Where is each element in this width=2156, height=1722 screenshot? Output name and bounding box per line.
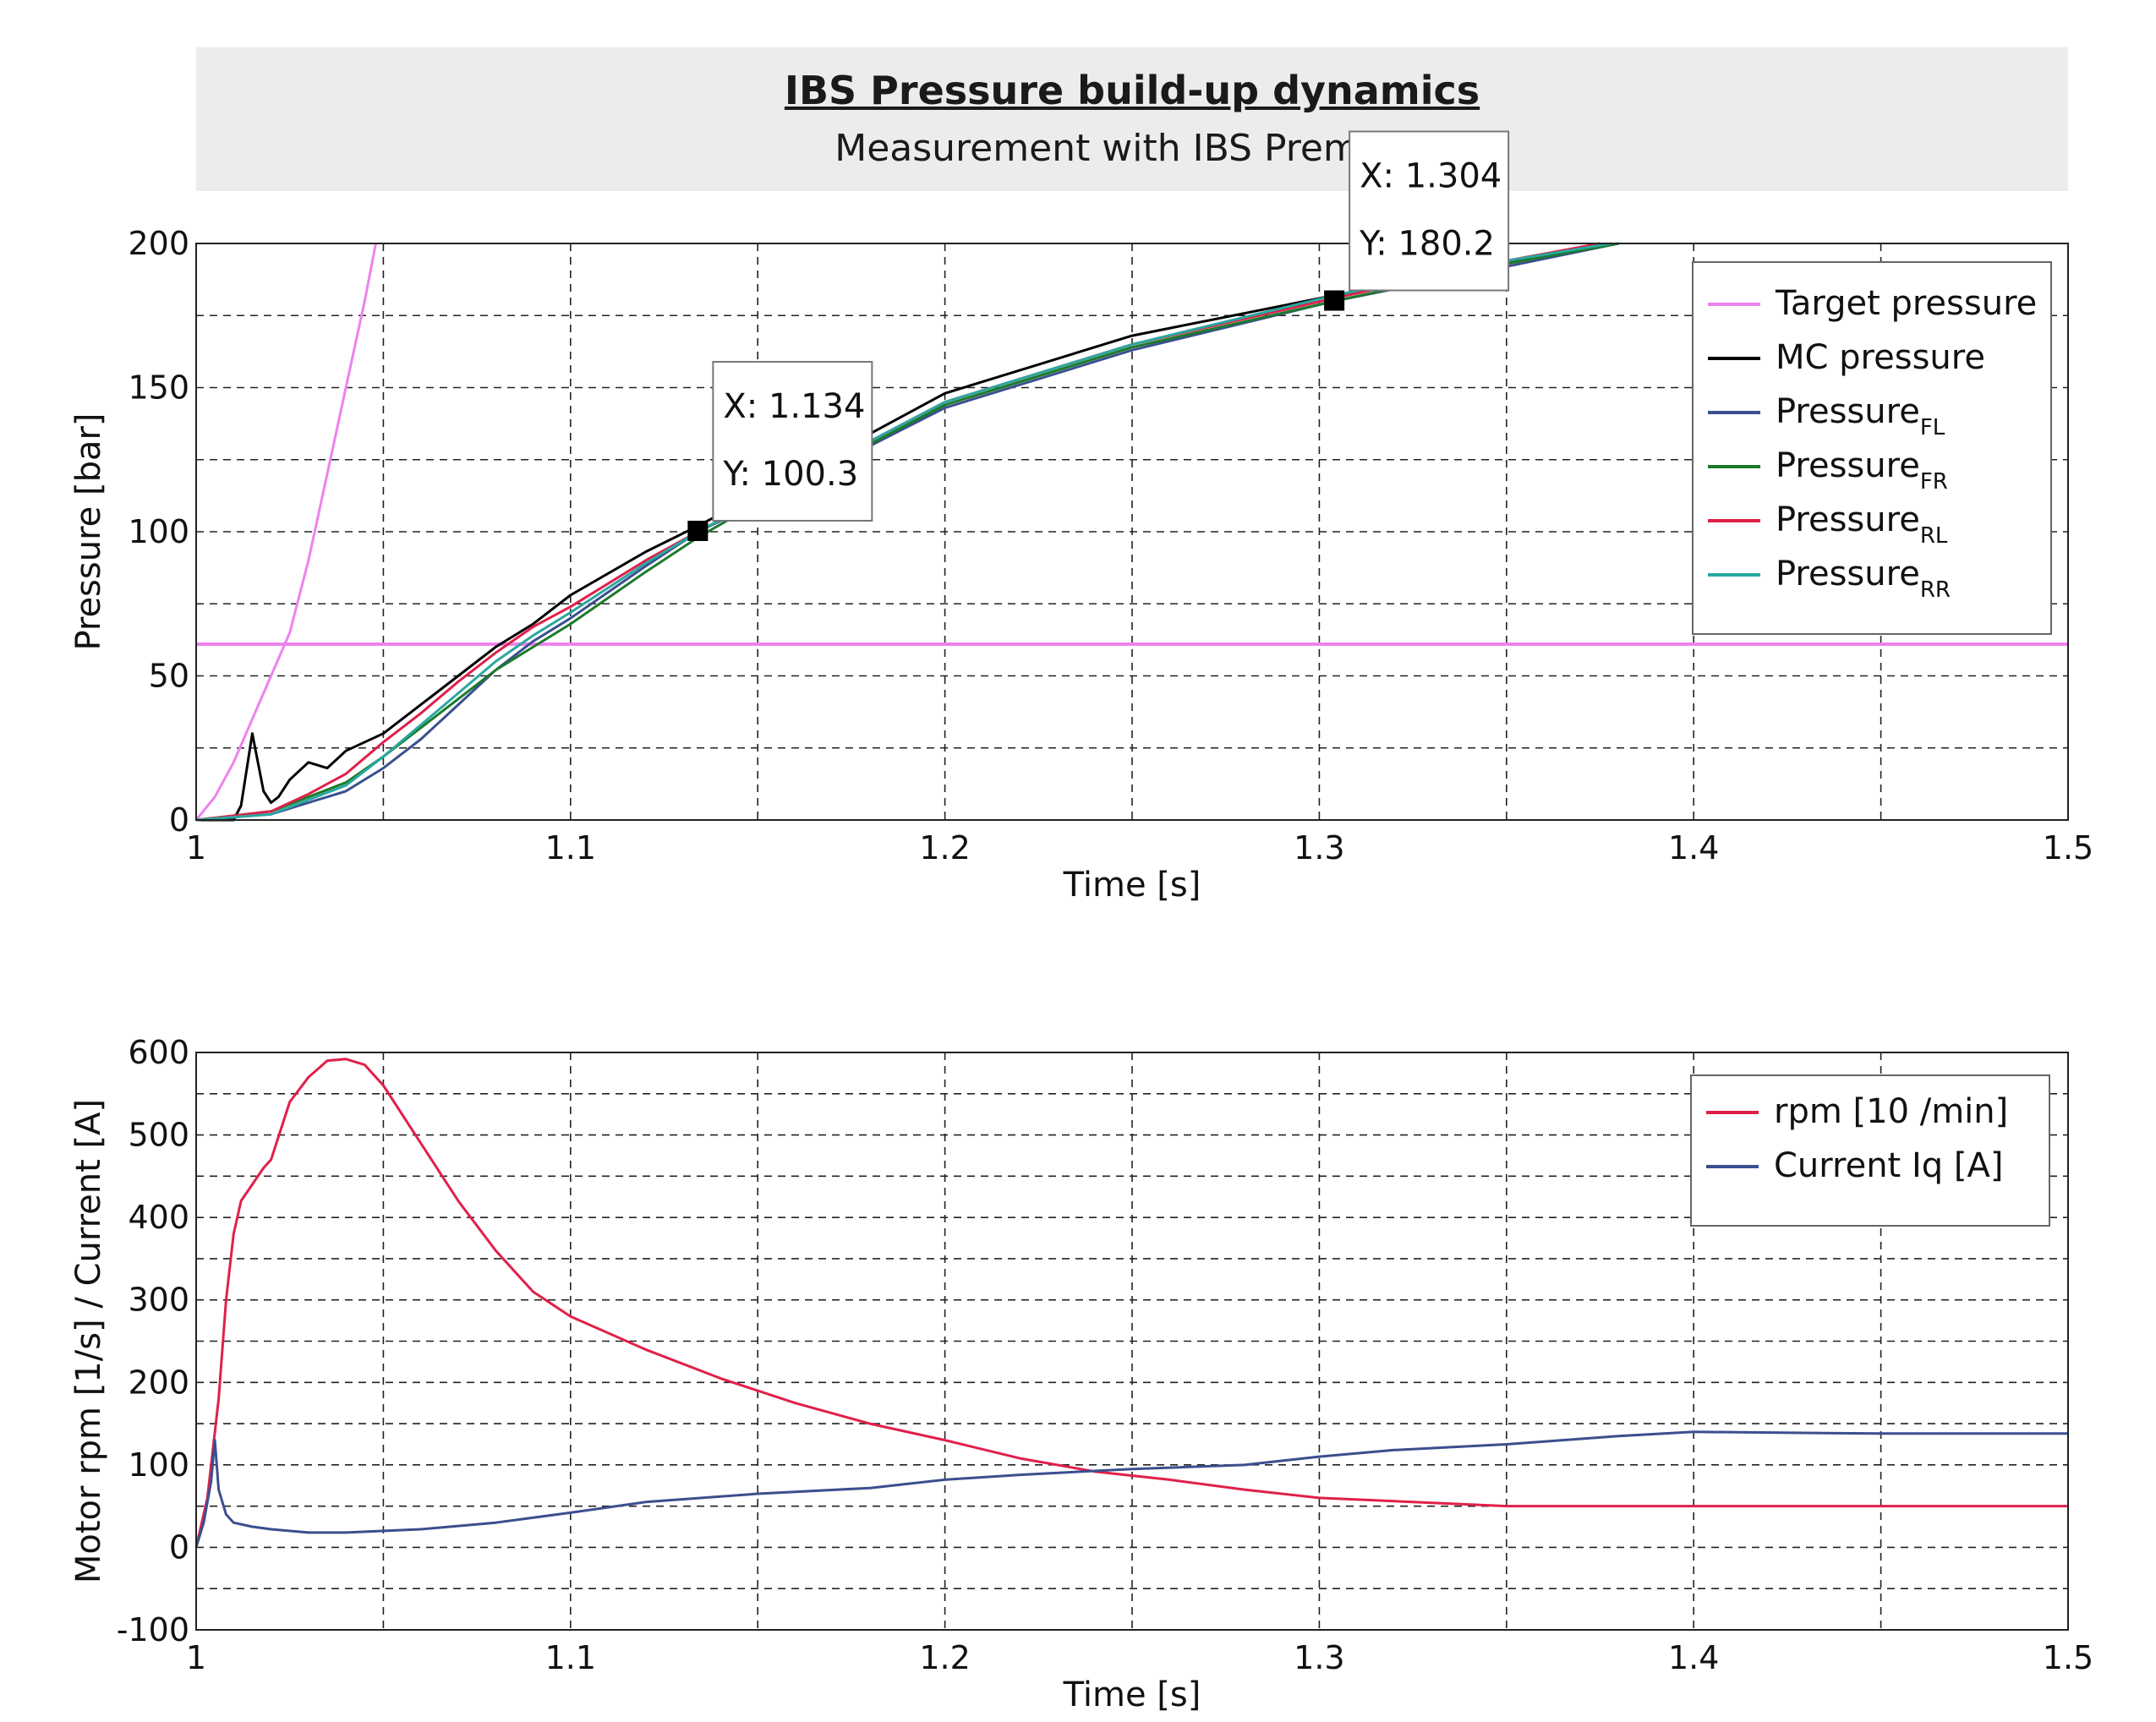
y-tick-label: 200 — [128, 1364, 189, 1401]
legend-label: MC pressure — [1776, 338, 1985, 377]
y-tick-label: 0 — [169, 801, 189, 839]
y-tick-label: 300 — [128, 1282, 189, 1319]
legend-label: Current Iq [A] — [1774, 1146, 2003, 1185]
y-axis-label: Motor rpm [1/s] / Current [A] — [69, 1099, 108, 1583]
data-tip-1: X: 1.134 Y: 100.3 — [687, 360, 873, 541]
series-line-target-pressure — [194, 243, 377, 821]
data-tip-y: Y: 180.2 — [1359, 225, 1495, 264]
x-tick-label: 1.5 — [2043, 1639, 2093, 1676]
y-tick-label: 100 — [128, 513, 189, 550]
y-tick-label: 400 — [128, 1199, 189, 1236]
data-tip-marker — [1324, 290, 1345, 311]
y-axis-label: Pressure [bar] — [69, 413, 108, 650]
legend-label: rpm [10 /min] — [1774, 1092, 2008, 1131]
chart-title: IBS Pressure build-up dynamics — [784, 68, 1480, 113]
data-tip-2: X: 1.304 Y: 180.2 — [1324, 130, 1510, 311]
y-tick-label: 50 — [149, 658, 189, 695]
chart-panel-1: 1 1.1 1.2 1.3 1.4 1.5 0 50 100 150 200 Time [s] Pres… — [69, 130, 2093, 905]
series-line-pressurefr — [195, 242, 1619, 822]
y-tick-label: -100 — [117, 1611, 189, 1648]
legend-label-subscript: RL — [1920, 523, 1948, 549]
x-tick-label: 1.3 — [1294, 1639, 1344, 1676]
x-tick-label: 1.1 — [545, 829, 596, 866]
legend-box — [1690, 1074, 2050, 1227]
legend-label: Target pressure — [1775, 284, 2037, 323]
plot-frame — [195, 243, 2069, 821]
x-axis-label: Time [s] — [1063, 866, 1201, 905]
plot-frame — [195, 1052, 2069, 1631]
x-tick-label: 1 — [186, 829, 206, 866]
y-tick-label: 100 — [128, 1446, 189, 1484]
data-tip-marker — [687, 520, 709, 541]
y-tick-label: 500 — [128, 1117, 189, 1154]
series-line-mc-pressure — [196, 242, 1601, 822]
series-line-rpm-10-min- — [194, 1058, 2068, 1548]
legend: rpm [10 /min] Current Iq [A] — [1690, 1074, 2050, 1227]
legend-label-subscript: FL — [1920, 415, 1945, 440]
title-box: IBS Pressure build-up dynamics Measureme… — [196, 47, 2068, 191]
data-tip-box — [712, 360, 873, 522]
data-tip-box — [1349, 130, 1510, 292]
data-tip-y: Y: 100.3 — [722, 455, 858, 494]
y-tick-label: 150 — [128, 369, 189, 407]
x-tick-label: 1.1 — [545, 1639, 596, 1676]
chart-panel-2: 1 1.1 1.2 1.3 1.4 1.5 -100 0 100 200 300 400 500 600 T… — [69, 1034, 2093, 1714]
legend-box — [1692, 261, 2052, 635]
y-tick-label: 200 — [128, 225, 189, 262]
y-tick-label: 0 — [169, 1528, 189, 1566]
series-line-pressurefl — [195, 242, 1619, 822]
x-tick-label: 1.3 — [1294, 829, 1344, 866]
x-tick-label: 1 — [186, 1639, 206, 1676]
x-tick-label: 1.4 — [1668, 829, 1719, 866]
series-line-pressurerr — [195, 242, 1612, 822]
legend-label-subscript: RR — [1920, 577, 1951, 603]
y-tick-label: 600 — [128, 1034, 189, 1071]
x-tick-label: 1.5 — [2043, 829, 2093, 866]
chart-subtitle: Measurement with IBS Premium — [834, 127, 1430, 170]
x-tick-label: 1.2 — [919, 1639, 970, 1676]
x-axis-label: Time [s] — [1063, 1676, 1201, 1714]
data-tip-x: X: 1.304 — [1360, 157, 1502, 196]
series-line-current-iq-a- — [194, 1430, 2068, 1548]
x-tick-label: 1.2 — [919, 829, 970, 866]
x-tick-label: 1.4 — [1668, 1639, 1719, 1676]
legend-label-subscript: FR — [1920, 469, 1948, 495]
data-tip-x: X: 1.134 — [723, 387, 865, 426]
